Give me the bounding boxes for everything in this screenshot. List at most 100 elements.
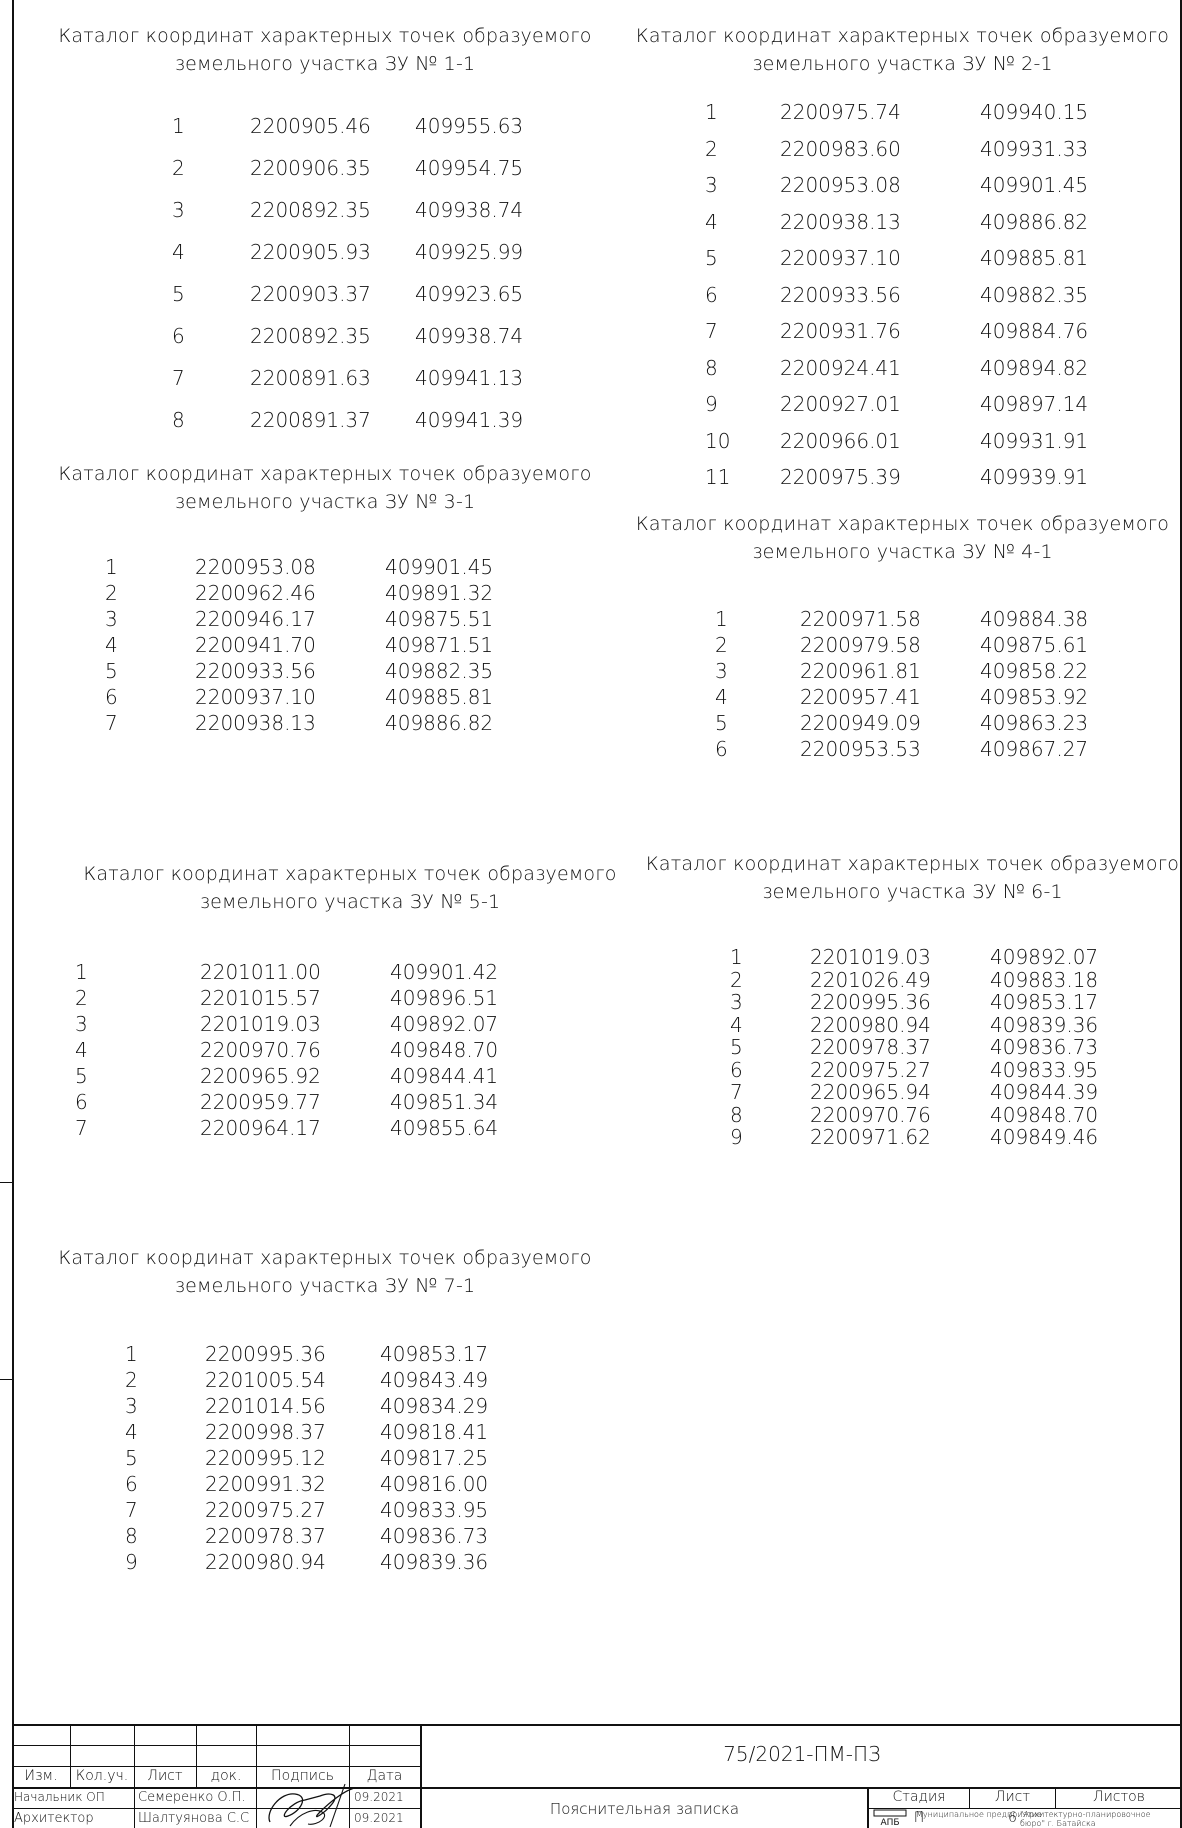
hdr-kol-uch: Кол.уч. (75, 1768, 129, 1784)
point-number: 2 (705, 136, 718, 161)
coordinate-y: 409939.91 (980, 465, 1089, 489)
point-number: 5 (730, 1035, 743, 1059)
coordinate-row: 2 2200906.35 409954.75 (30, 156, 620, 180)
coordinate-x: 2200933.56 (780, 282, 901, 307)
coordinate-x: 2200965.94 (810, 1080, 931, 1104)
sheet-header: Лист (994, 1789, 1031, 1805)
hdr-podpis: Подпись (271, 1768, 334, 1784)
point-number: 5 (715, 711, 728, 735)
catalog-title: Каталог координат характерных точек обра… (58, 463, 592, 485)
coordinate-y: 409867.27 (980, 737, 1089, 761)
catalog-zu-5-1: Каталог координат характерных точек обра… (55, 860, 645, 1152)
coordinate-row: 8 2200924.41 409894.82 (625, 356, 1180, 380)
point-number: 6 (125, 1472, 138, 1496)
coordinate-x: 2200975.27 (205, 1498, 326, 1522)
coordinate-row: 5 2200965.92 409844.41 (55, 1064, 645, 1088)
catalog-title: Каталог координат характерных точек обра… (83, 863, 617, 885)
coordinate-row: 7 2200938.13 409886.82 (30, 711, 620, 735)
catalog-subtitle: земельного участка ЗУ № 1-1 (174, 53, 476, 75)
catalog-zu-2-1: Каталог координат характерных точек обра… (625, 22, 1180, 512)
point-number: 1 (705, 100, 718, 124)
coordinate-y: 409886.82 (980, 209, 1089, 234)
point-number: 8 (705, 355, 718, 380)
coordinate-row: 2 2201015.57 409896.51 (55, 986, 645, 1010)
catalog-zu-6-1: Каталог координат характерных точек обра… (645, 850, 1180, 1158)
catalog-zu-7-1: Каталог координат характерных точек обра… (30, 1244, 620, 1586)
stage-header: Стадия (892, 1789, 946, 1805)
coordinate-row: 2 2201005.54 409843.49 (30, 1368, 620, 1392)
coordinate-y: 409834.29 (380, 1394, 489, 1418)
point-number: 6 (75, 1090, 88, 1114)
point-number: 3 (125, 1394, 138, 1418)
staff-name: Шалтуянова С.С (138, 1811, 250, 1826)
catalog-subtitle: земельного участка ЗУ № 7-1 (174, 1275, 476, 1297)
coordinate-row: 6 2200892.35 409938.74 (30, 324, 620, 348)
point-number: 4 (105, 633, 118, 657)
coordinate-x: 2200978.37 (810, 1035, 931, 1059)
org-line-1: Муниципальное предприятие (916, 1810, 1042, 1819)
coordinate-y: 409884.76 (980, 319, 1089, 343)
hdr-data: Дата (366, 1768, 403, 1784)
point-number: 3 (705, 173, 718, 197)
coordinate-x: 2200980.94 (205, 1550, 326, 1574)
coordinate-x: 2200979.58 (800, 633, 921, 657)
coordinate-y: 409892.07 (390, 1012, 499, 1036)
coordinate-y: 409863.23 (980, 711, 1089, 735)
catalog-subtitle: земельного участка ЗУ № 2-1 (752, 53, 1053, 75)
hdr-list: Лист (147, 1768, 183, 1784)
tb-line (867, 1808, 1182, 1809)
coordinate-row: 3 2200961.81 409858.22 (625, 659, 1180, 683)
coordinate-y: 409836.73 (380, 1524, 489, 1548)
coordinate-row: 9 2200927.01 409897.14 (625, 392, 1180, 416)
coordinate-row: 6 2200933.56 409882.35 (625, 283, 1180, 307)
coordinate-y: 409833.95 (990, 1057, 1099, 1082)
coordinate-x: 2200962.46 (195, 581, 316, 605)
point-number: 8 (125, 1524, 138, 1548)
coordinate-x: 2200961.81 (800, 659, 921, 683)
coordinate-row: 5 2200903.37 409923.65 (30, 282, 620, 306)
coordinate-x: 2200971.58 (800, 607, 921, 631)
coordinate-x: 2200978.37 (205, 1524, 326, 1548)
coordinate-y: 409839.36 (990, 1012, 1099, 1037)
point-number: 9 (705, 392, 718, 416)
coordinate-x: 2200953.08 (195, 555, 316, 579)
tb-line (12, 1787, 1182, 1789)
catalog-subtitle: земельного участка ЗУ № 4-1 (752, 541, 1053, 563)
coordinate-y: 409875.61 (980, 633, 1089, 657)
frame-left-border (12, 0, 14, 1828)
coordinate-y: 409843.49 (380, 1368, 489, 1392)
point-number: 5 (125, 1446, 138, 1470)
document-title: Пояснительная записка (549, 1800, 740, 1818)
point-number: 7 (172, 366, 185, 390)
coordinate-row: 6 2200975.27 409833.95 (645, 1058, 1180, 1082)
coordinate-y: 409954.75 (415, 156, 524, 180)
coordinate-x: 2200983.60 (780, 136, 901, 161)
coordinate-x: 2200933.56 (195, 659, 316, 683)
coordinate-y: 409901.45 (385, 555, 494, 579)
coordinate-row: 5 2200995.12 409817.25 (30, 1446, 620, 1470)
sheet-value: 6 (1008, 1810, 1017, 1826)
coordinate-row: 2 2200983.60 409931.33 (625, 137, 1180, 161)
coordinate-y: 409941.13 (415, 366, 524, 390)
apb-logo-icon: АПБ (873, 1809, 907, 1828)
coordinate-row: 4 2200957.41 409853.92 (625, 685, 1180, 709)
coordinate-row: 3 2200995.36 409853.17 (645, 990, 1180, 1014)
point-number: 3 (715, 659, 728, 683)
coordinate-y: 409844.39 (990, 1080, 1099, 1104)
coordinate-y: 409875.51 (385, 607, 494, 631)
coordinate-y: 409884.38 (980, 607, 1089, 631)
coordinate-y: 409923.65 (415, 282, 524, 306)
coordinate-x: 2200949.09 (800, 711, 921, 735)
tb-vline (196, 1724, 197, 1787)
point-number: 8 (730, 1102, 743, 1127)
coordinate-row: 1 2200995.36 409853.17 (30, 1342, 620, 1366)
coordinate-row: 2 2200979.58 409875.61 (625, 633, 1180, 657)
staff-role: Архитектор (14, 1811, 94, 1826)
tb-vline (969, 1787, 970, 1809)
coordinate-x: 2200906.35 (250, 156, 371, 180)
point-number: 6 (730, 1057, 743, 1082)
coordinate-y: 409816.00 (380, 1472, 489, 1496)
tb-vline (70, 1724, 71, 1787)
coordinate-x: 2200946.17 (195, 607, 316, 631)
coordinate-x: 2200991.32 (205, 1472, 326, 1496)
